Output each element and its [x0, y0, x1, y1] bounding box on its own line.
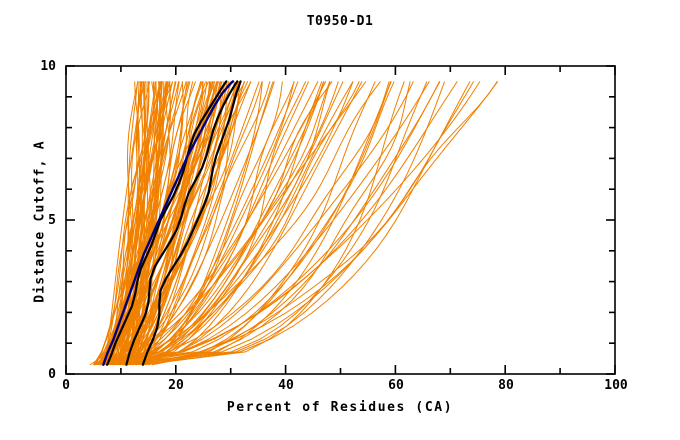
x-tick-label-20: 20 [168, 378, 184, 393]
y-tick-label-10: 10 [40, 59, 56, 74]
x-tick-label-80: 80 [498, 378, 514, 393]
highlighted-model-curves [102, 80, 242, 366]
x-tick-label-40: 40 [278, 378, 294, 393]
x-tick-label-0: 0 [62, 378, 70, 393]
y-tick-label-5: 5 [48, 213, 56, 228]
page-title: T0950-D1 [306, 14, 374, 29]
x-tick-label-100: 100 [604, 378, 628, 393]
axis-frame [65, 65, 616, 375]
y-tick-label-0: 0 [48, 367, 56, 382]
x-axis-label: Percent of Residues (CA) [226, 400, 454, 415]
x-tick-label-60: 60 [388, 378, 404, 393]
background-curve-bundle [89, 81, 499, 366]
